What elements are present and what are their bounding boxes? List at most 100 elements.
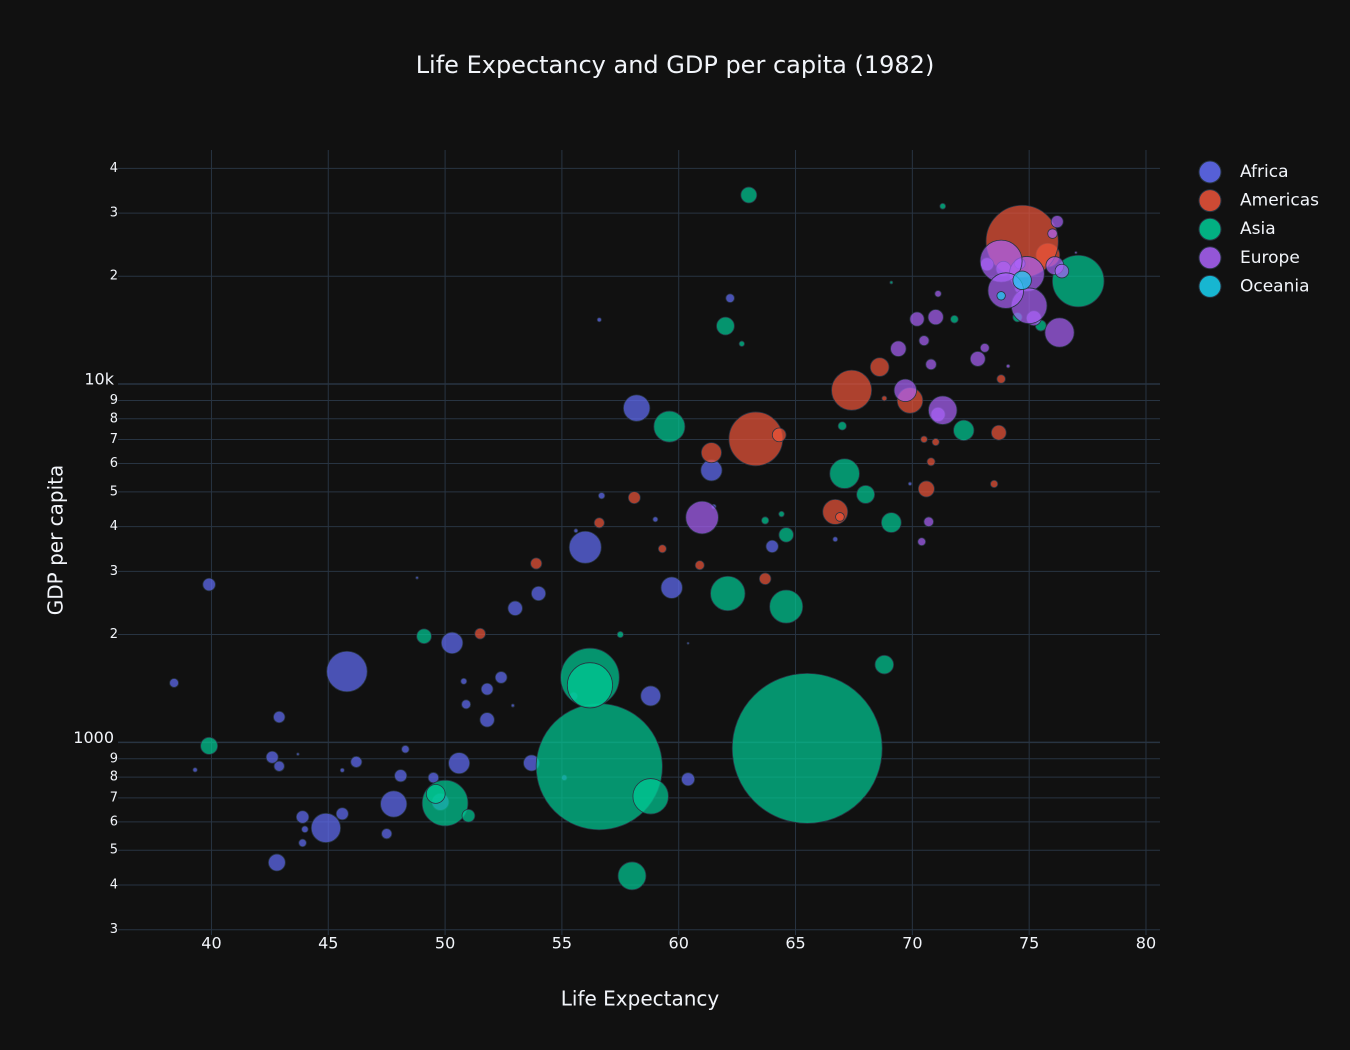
- bubble: [979, 343, 990, 353]
- bubble: [268, 853, 286, 872]
- bubble: [479, 712, 495, 728]
- bubble: [381, 828, 393, 840]
- bubble: [657, 544, 667, 554]
- y-tick-label: 3: [110, 922, 118, 937]
- bubble: [918, 335, 930, 346]
- legend-marker: [1198, 274, 1222, 298]
- bubble: [893, 378, 917, 402]
- y-axis-title: GDP per capita: [44, 465, 68, 616]
- bubble: [448, 752, 471, 775]
- bubble: [480, 682, 494, 696]
- bubble: [869, 357, 890, 377]
- legend-label: Americas: [1240, 191, 1319, 211]
- bubble: [890, 340, 907, 357]
- bubble: [996, 291, 1006, 301]
- bubble: [923, 516, 934, 528]
- bubble: [415, 576, 419, 580]
- y-tick-label: 5: [110, 843, 118, 858]
- bubble: [917, 537, 927, 547]
- y-tick-label: 9: [110, 751, 118, 766]
- bubble: [920, 435, 928, 444]
- y-tick-label: 10k: [84, 370, 114, 389]
- bubble: [700, 442, 722, 464]
- y-tick-label: 4: [110, 877, 118, 892]
- bubble: [380, 790, 408, 818]
- legend-label: Africa: [1240, 162, 1289, 182]
- bubble: [765, 539, 779, 553]
- bubble: [740, 186, 758, 204]
- y-tick-label: 8: [110, 411, 118, 426]
- legend: Africa Americas Asia Europe Oceania: [1198, 160, 1319, 298]
- bubble: [835, 512, 845, 522]
- bubble: [192, 767, 198, 773]
- bubble: [990, 479, 999, 489]
- bubble: [917, 480, 935, 498]
- bubble: [880, 512, 902, 533]
- y-tick-label: 3: [110, 564, 118, 579]
- x-tick-label: 80: [1136, 934, 1156, 953]
- bubble: [1044, 317, 1075, 348]
- bubble: [681, 772, 696, 787]
- y-tick-label: 6: [110, 814, 118, 829]
- x-tick-label: 50: [435, 934, 455, 953]
- bubble: [296, 752, 300, 756]
- bubble: [310, 812, 341, 843]
- y-tick-label: 4: [110, 519, 118, 534]
- y-tick-label: 2: [110, 627, 118, 642]
- bubble: [837, 421, 847, 431]
- bubble: [990, 424, 1007, 441]
- bubble: [953, 419, 975, 441]
- bubble: [350, 755, 363, 768]
- x-tick-label: 65: [785, 934, 805, 953]
- bubble: [652, 516, 659, 523]
- grid: 40 45 50 55 60 65 70 75 80345678910002345678910k…: [73, 150, 1160, 953]
- y-tick-label: 3: [110, 206, 118, 221]
- bubble: [273, 760, 285, 772]
- bubble: [1047, 228, 1058, 239]
- bubble: [425, 784, 446, 804]
- bubble: [710, 575, 746, 612]
- bubble: [335, 807, 349, 821]
- bubble: [927, 309, 944, 326]
- bubble: [461, 699, 472, 710]
- bubble: [653, 410, 686, 443]
- bubble: [725, 293, 735, 303]
- bubble: [507, 600, 523, 616]
- bubble: [326, 650, 368, 693]
- x-tick-label: 70: [902, 934, 922, 953]
- bubble: [530, 557, 543, 570]
- bubble: [265, 750, 279, 764]
- x-tick-label: 75: [1019, 934, 1039, 953]
- bubble: [1012, 270, 1032, 290]
- bubble: [598, 492, 606, 500]
- bubble: [931, 438, 940, 447]
- legend-label: Asia: [1240, 219, 1276, 239]
- bubble: [907, 481, 913, 486]
- bubble: [339, 767, 345, 773]
- y-tick-label: 7: [110, 790, 118, 805]
- bubble: [829, 458, 860, 489]
- bubble: [169, 678, 179, 688]
- x-tick-label: 55: [552, 934, 572, 953]
- bubble: [660, 576, 683, 599]
- bubble: [295, 810, 310, 824]
- bubble: [416, 628, 432, 645]
- y-tick-label: 1000: [73, 728, 114, 747]
- chart-title: Life Expectancy and GDP per capita (1982…: [416, 51, 935, 79]
- bubble: [640, 685, 662, 707]
- bubble: [427, 772, 440, 784]
- legend-marker: [1198, 160, 1222, 184]
- bubble: [685, 500, 719, 535]
- bubble: [394, 769, 408, 783]
- bubble: [616, 630, 624, 639]
- bubble: [298, 838, 307, 848]
- bubble: [731, 672, 883, 824]
- bubble: [531, 585, 547, 602]
- bubble: [831, 369, 873, 411]
- bubble: [996, 374, 1006, 384]
- legend-marker: [1198, 189, 1222, 213]
- bubble: [716, 316, 735, 336]
- bubble: [1050, 215, 1064, 229]
- bubble: [461, 808, 476, 823]
